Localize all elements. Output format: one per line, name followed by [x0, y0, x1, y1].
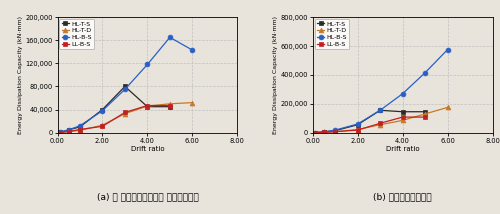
HL-T-D [354, 128, 360, 131]
HL-T-S [56, 131, 62, 134]
HL-B-S [167, 36, 173, 39]
Legend: HL-T-S, HL-T-D, HL-B-S, LL-B-S: HL-T-S, HL-T-D, HL-B-S, LL-B-S [314, 19, 349, 49]
HL-T-D [312, 131, 318, 134]
HL-B-S [122, 88, 128, 91]
HL-T-S [312, 131, 318, 134]
Line: HL-T-D: HL-T-D [312, 105, 450, 135]
LL-B-S [122, 111, 128, 114]
HL-T-D [66, 130, 71, 133]
HL-T-D [77, 129, 83, 132]
HL-T-D [144, 105, 150, 107]
HL-B-S [144, 63, 150, 66]
HL-T-S [354, 123, 360, 126]
HL-B-S [332, 129, 338, 131]
HL-T-S [100, 108, 105, 111]
LL-B-S [332, 130, 338, 133]
LL-B-S [167, 104, 173, 107]
HL-T-D [56, 131, 62, 134]
X-axis label: Drift ratio: Drift ratio [386, 146, 420, 152]
LL-B-S [312, 131, 318, 134]
HL-T-S [377, 109, 383, 111]
X-axis label: Drift ratio: Drift ratio [130, 146, 164, 152]
LL-B-S [377, 122, 383, 125]
HL-T-S [422, 110, 428, 113]
Line: HL-T-D: HL-T-D [58, 100, 194, 135]
HL-B-S [100, 109, 105, 112]
HL-T-S [321, 131, 327, 133]
HL-B-S [190, 49, 196, 51]
Line: HL-T-S: HL-T-S [58, 84, 172, 135]
HL-T-D [444, 106, 450, 109]
Y-axis label: Energy Dissipation Capacity (kN·mm): Energy Dissipation Capacity (kN·mm) [274, 16, 278, 134]
HL-T-D [377, 123, 383, 126]
HL-T-S [332, 129, 338, 132]
HL-T-D [422, 113, 428, 115]
HL-T-S [144, 106, 150, 108]
HL-T-D [332, 130, 338, 133]
HL-T-D [122, 112, 128, 115]
HL-T-S [167, 106, 173, 108]
HL-B-S [422, 71, 428, 74]
LL-B-S [144, 104, 150, 107]
HL-T-D [167, 103, 173, 105]
HL-B-S [66, 128, 71, 131]
Y-axis label: Energy Dissipation Capacity (kN·mm): Energy Dissipation Capacity (kN·mm) [18, 16, 23, 134]
HL-B-S [312, 131, 318, 134]
Line: HL-B-S: HL-B-S [58, 35, 194, 135]
LL-B-S [77, 128, 83, 131]
HL-T-D [190, 101, 196, 104]
LL-B-S [66, 130, 71, 133]
Text: (b) 누적에너지소산량: (b) 누적에너지소산량 [374, 193, 432, 202]
HL-T-D [400, 119, 406, 122]
HL-B-S [321, 131, 327, 133]
HL-T-S [66, 128, 71, 131]
Line: HL-T-S: HL-T-S [312, 108, 428, 135]
HL-T-D [100, 124, 105, 126]
LL-B-S [100, 125, 105, 128]
Legend: HL-T-S, HL-T-D, HL-B-S, LL-B-S: HL-T-S, HL-T-D, HL-B-S, LL-B-S [60, 19, 94, 49]
LL-B-S [321, 131, 327, 134]
LL-B-S [56, 131, 62, 134]
HL-B-S [56, 131, 62, 134]
Line: LL-B-S: LL-B-S [312, 115, 428, 135]
HL-B-S [400, 92, 406, 95]
LL-B-S [422, 116, 428, 118]
HL-B-S [377, 109, 383, 111]
HL-B-S [354, 123, 360, 125]
Line: LL-B-S: LL-B-S [58, 103, 172, 135]
HL-T-S [122, 85, 128, 88]
HL-T-S [77, 126, 83, 128]
HL-B-S [77, 125, 83, 127]
Text: (a) 각 층간변위각에서의 에너지소산량: (a) 각 층간변위각에서의 에너지소산량 [96, 193, 198, 202]
Line: HL-B-S: HL-B-S [312, 47, 450, 135]
LL-B-S [400, 116, 406, 118]
HL-T-S [400, 110, 406, 113]
LL-B-S [354, 129, 360, 131]
HL-T-D [321, 131, 327, 134]
HL-B-S [444, 48, 450, 51]
